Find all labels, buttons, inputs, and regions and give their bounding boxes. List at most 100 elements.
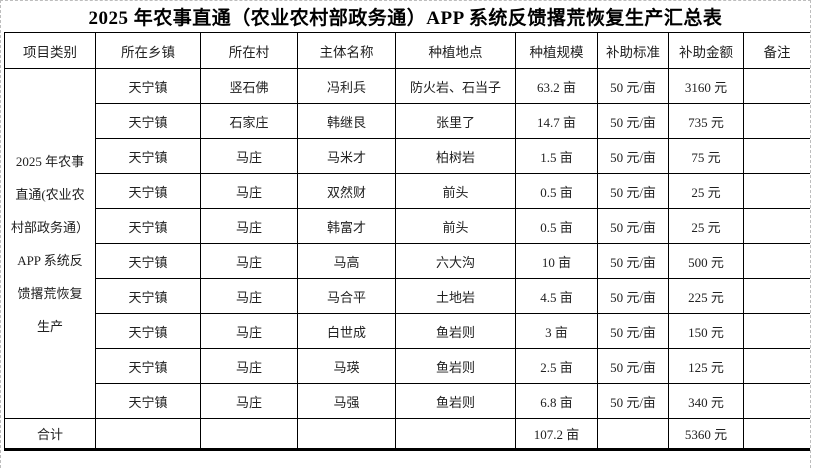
table-row: 天宁镇 马庄 马米才 柏树岩 1.5 亩 50 元/亩 75 元: [5, 138, 810, 174]
category-line: APP 系统反: [17, 252, 83, 268]
table-header-row: 项目类别 所在乡镇 所在村 主体名称 种植地点 种植规模 补助标准 补助金额 备…: [4, 32, 810, 69]
cell-location: 防火岩、石当子: [395, 68, 516, 104]
cell-location: 土地岩: [395, 278, 516, 314]
cell-standard: 50 元/亩: [597, 278, 669, 314]
cell-village: 马庄: [200, 243, 298, 279]
header-town: 所在乡镇: [95, 32, 201, 69]
header-village: 所在村: [200, 32, 298, 69]
cell-note: [743, 68, 810, 104]
header-subject-name: 主体名称: [297, 32, 396, 69]
cell-scale: 0.5 亩: [515, 208, 598, 244]
cell-location: 鱼岩则: [395, 348, 516, 384]
table-row: 天宁镇 马庄 白世成 鱼岩则 3 亩 50 元/亩 150 元: [5, 313, 810, 349]
total-amount: 5360 元: [668, 418, 744, 451]
cell-amount: 25 元: [668, 173, 744, 209]
cell-note: [743, 313, 810, 349]
cell-name: 马合平: [297, 278, 396, 314]
table-row: 天宁镇 马庄 马高 六大沟 10 亩 50 元/亩 500 元: [5, 243, 810, 279]
cell-note: [743, 208, 810, 244]
cell-note: [743, 243, 810, 279]
cell-town: 天宁镇: [95, 68, 201, 104]
category-line: 生产: [36, 318, 63, 334]
cell-scale: 14.7 亩: [515, 103, 598, 139]
cell-village: 马庄: [200, 173, 298, 209]
total-town-empty: [95, 418, 201, 451]
total-village-empty: [200, 418, 298, 451]
cell-standard: 50 元/亩: [597, 243, 669, 279]
cell-standard: 50 元/亩: [597, 138, 669, 174]
cell-village: 马庄: [200, 208, 298, 244]
category-line: 馈撂荒恢复: [17, 285, 83, 301]
total-label: 合计: [4, 418, 96, 451]
cell-note: [743, 138, 810, 174]
cell-scale: 10 亩: [515, 243, 598, 279]
reclamation-summary-table: 项目类别 所在乡镇 所在村 主体名称 种植地点 种植规模 补助标准 补助金额 备…: [4, 32, 810, 451]
cell-town: 天宁镇: [95, 348, 201, 384]
cell-standard: 50 元/亩: [597, 103, 669, 139]
table-total-row: 合计 107.2 亩 5360 元: [4, 418, 810, 451]
cell-amount: 150 元: [668, 313, 744, 349]
header-planting-location: 种植地点: [395, 32, 516, 69]
document-title: 2025 年农事直通（农业农村部政务通）APP 系统反馈撂荒恢复生产汇总表: [88, 8, 723, 29]
cell-village: 竖石佛: [200, 68, 298, 104]
cell-name: 冯利兵: [297, 68, 396, 104]
cell-scale: 2.5 亩: [515, 348, 598, 384]
cell-name: 韩继艮: [297, 103, 396, 139]
table-row: 天宁镇 马庄 马合平 土地岩 4.5 亩 50 元/亩 225 元: [5, 278, 810, 314]
total-location-empty: [395, 418, 516, 451]
cell-amount: 3160 元: [668, 68, 744, 104]
cell-location: 前头: [395, 208, 516, 244]
cell-location: 柏树岩: [395, 138, 516, 174]
cell-amount: 340 元: [668, 383, 744, 419]
cell-name: 双然财: [297, 173, 396, 209]
cell-name: 马米才: [297, 138, 396, 174]
header-subsidy-amount: 补助金额: [668, 32, 744, 69]
cell-name: 马强: [297, 383, 396, 419]
project-category-cell: 2025 年农事 直通(农业农 村部政务通） APP 系统反 馈撂荒恢复 生产: [4, 68, 96, 419]
cell-standard: 50 元/亩: [597, 173, 669, 209]
cell-standard: 50 元/亩: [597, 313, 669, 349]
table-row: 天宁镇 马庄 马瑛 鱼岩则 2.5 亩 50 元/亩 125 元: [5, 348, 810, 384]
header-planting-scale: 种植规模: [515, 32, 598, 69]
total-note-empty: [743, 418, 810, 451]
cell-town: 天宁镇: [95, 103, 201, 139]
cell-scale: 63.2 亩: [515, 68, 598, 104]
cell-scale: 0.5 亩: [515, 173, 598, 209]
cell-town: 天宁镇: [95, 208, 201, 244]
cell-scale: 3 亩: [515, 313, 598, 349]
cell-village: 马庄: [200, 313, 298, 349]
cell-town: 天宁镇: [95, 383, 201, 419]
table-row: 天宁镇 石家庄 韩继艮 张里了 14.7 亩 50 元/亩 735 元: [5, 103, 810, 139]
cell-village: 马庄: [200, 278, 298, 314]
cell-name: 白世成: [297, 313, 396, 349]
cell-location: 前头: [395, 173, 516, 209]
total-standard-empty: [597, 418, 669, 451]
total-scale: 107.2 亩: [515, 418, 598, 451]
cell-scale: 4.5 亩: [515, 278, 598, 314]
cell-name: 马高: [297, 243, 396, 279]
cell-town: 天宁镇: [95, 278, 201, 314]
cell-note: [743, 103, 810, 139]
total-name-empty: [297, 418, 396, 451]
cell-standard: 50 元/亩: [597, 68, 669, 104]
table-row: 天宁镇 马庄 马强 鱼岩则 6.8 亩 50 元/亩 340 元: [5, 383, 810, 419]
cell-amount: 225 元: [668, 278, 744, 314]
cell-scale: 6.8 亩: [515, 383, 598, 419]
cell-town: 天宁镇: [95, 313, 201, 349]
cell-note: [743, 278, 810, 314]
cell-amount: 75 元: [668, 138, 744, 174]
category-line: 直通(农业农: [15, 186, 85, 202]
cell-location: 鱼岩则: [395, 313, 516, 349]
cell-location: 张里了: [395, 103, 516, 139]
table-row: 2025 年农事 直通(农业农 村部政务通） APP 系统反 馈撂荒恢复 生产 …: [4, 68, 810, 419]
cell-note: [743, 383, 810, 419]
cell-scale: 1.5 亩: [515, 138, 598, 174]
cell-village: 马庄: [200, 348, 298, 384]
cell-standard: 50 元/亩: [597, 208, 669, 244]
cell-town: 天宁镇: [95, 138, 201, 174]
header-project-category: 项目类别: [4, 32, 96, 69]
cell-amount: 735 元: [668, 103, 744, 139]
cell-location: 鱼岩则: [395, 383, 516, 419]
cell-town: 天宁镇: [95, 173, 201, 209]
